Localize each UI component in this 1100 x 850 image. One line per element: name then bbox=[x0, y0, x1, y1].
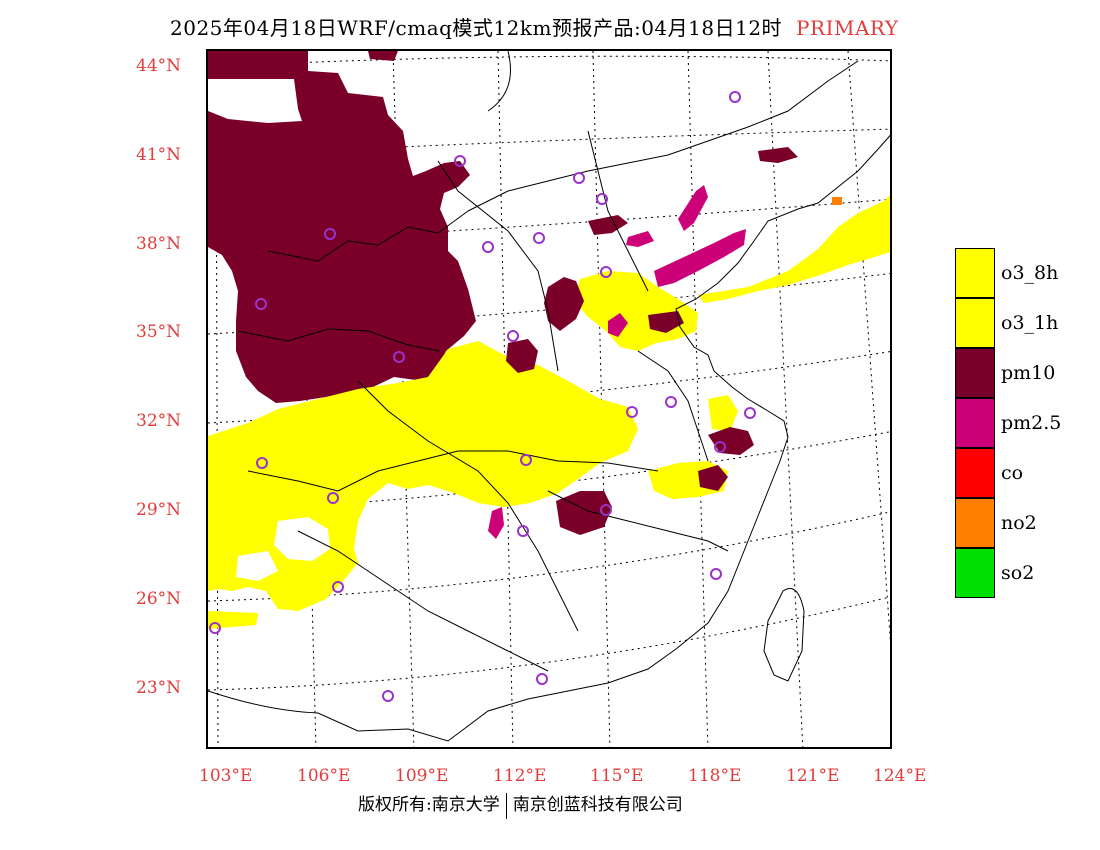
lon-label-112: 112°E bbox=[493, 766, 547, 786]
lat-label-41: 41°N bbox=[136, 145, 182, 165]
lon-label-115: 115°E bbox=[590, 766, 644, 786]
legend-label: o3_1h bbox=[1001, 312, 1059, 334]
o3-region-east bbox=[574, 271, 698, 351]
no2-spot bbox=[832, 197, 842, 205]
map-title: 2025年04月18日WRF/cmaq模式12km预报产品:04月18日12时 P… bbox=[170, 12, 899, 41]
legend-label: so2 bbox=[1001, 562, 1035, 584]
legend-label: co bbox=[1001, 462, 1024, 484]
pm10-region-northwest bbox=[208, 51, 476, 403]
lat-label-32: 32°N bbox=[136, 411, 182, 431]
pollution-map bbox=[208, 51, 890, 747]
legend-item-o3-1h: o3_1h bbox=[955, 298, 1085, 348]
legend-swatch bbox=[955, 298, 995, 348]
lat-label-23: 23°N bbox=[136, 678, 182, 698]
lat-label-26: 26°N bbox=[136, 589, 182, 609]
legend-swatch bbox=[955, 548, 995, 598]
legend-swatch bbox=[955, 248, 995, 298]
legend-label: o3_8h bbox=[1001, 262, 1059, 284]
map-title-tag: PRIMARY bbox=[796, 16, 899, 40]
boundaries bbox=[208, 51, 890, 742]
legend-label: pm10 bbox=[1001, 362, 1056, 384]
legend-item-o3-8h: o3_8h bbox=[955, 248, 1085, 298]
footer-right: 南京创蓝科技有限公司 bbox=[512, 795, 683, 815]
legend: o3_8h o3_1h pm10 pm2.5 co no2 so2 bbox=[955, 248, 1085, 598]
legend-swatch bbox=[955, 398, 995, 448]
legend-item-co: co bbox=[955, 448, 1085, 498]
pm25-region-north bbox=[678, 185, 708, 231]
lon-label-109: 109°E bbox=[395, 766, 449, 786]
legend-item-so2: so2 bbox=[955, 548, 1085, 598]
lat-label-38: 38°N bbox=[136, 234, 182, 254]
copyright-footer: 版权所有:南京大学 南京创蓝科技有限公司 bbox=[358, 790, 683, 819]
legend-label: pm2.5 bbox=[1001, 412, 1062, 434]
footer-separator bbox=[505, 792, 507, 819]
legend-swatch bbox=[955, 448, 995, 498]
lon-label-121: 121°E bbox=[786, 766, 840, 786]
legend-item-no2: no2 bbox=[955, 498, 1085, 548]
footer-left: 版权所有:南京大学 bbox=[358, 795, 500, 815]
map-title-main: 2025年04月18日WRF/cmaq模式12km预报产品:04月18日12时 bbox=[170, 16, 783, 40]
lon-label-106: 106°E bbox=[297, 766, 351, 786]
legend-label: no2 bbox=[1001, 512, 1037, 534]
map-area bbox=[206, 49, 892, 749]
legend-item-pm25: pm2.5 bbox=[955, 398, 1085, 448]
lat-label-44: 44°N bbox=[136, 56, 182, 76]
station-markers bbox=[209, 91, 756, 702]
lon-label-118: 118°E bbox=[688, 766, 742, 786]
legend-swatch bbox=[955, 348, 995, 398]
legend-item-pm10: pm10 bbox=[955, 348, 1085, 398]
legend-swatch bbox=[955, 498, 995, 548]
lon-label-103: 103°E bbox=[199, 766, 253, 786]
lat-label-35: 35°N bbox=[136, 322, 182, 342]
lon-label-124: 124°E bbox=[873, 766, 927, 786]
lat-label-29: 29°N bbox=[136, 500, 182, 520]
pm10-region-central bbox=[544, 277, 584, 331]
